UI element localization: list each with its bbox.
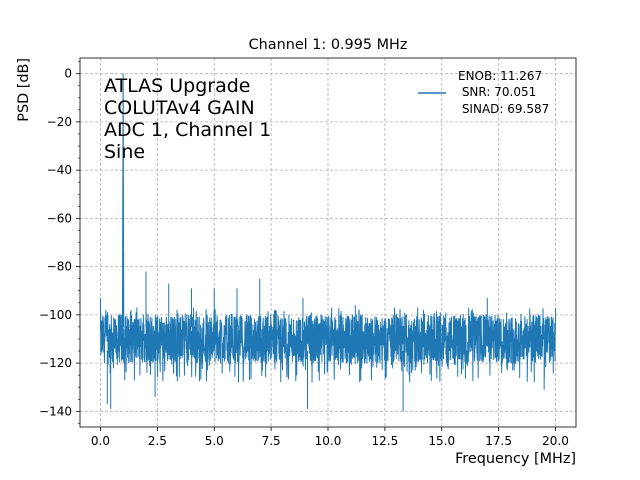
y-tick-label: −100 <box>39 308 72 322</box>
legend-entry-sinad: SINAD: 69.587 <box>458 102 549 116</box>
x-axis-label: Frequency [MHz] <box>455 451 576 467</box>
y-tick-label: −40 <box>47 163 72 177</box>
annotation-line-4: Sine <box>104 141 145 163</box>
x-axis-ticks: 0.0 2.5 5.0 7.5 10.0 12.5 15.0 17.5 20.0 <box>91 427 569 448</box>
y-axis-label: PSD [dB] <box>16 58 32 122</box>
x-tick-label: 15.0 <box>428 434 455 448</box>
annotation-line-3: ADC 1, Channel 1 <box>104 119 271 141</box>
x-tick-label: 5.0 <box>205 434 224 448</box>
x-tick-label: 7.5 <box>262 434 281 448</box>
y-tick-label: −60 <box>47 211 72 225</box>
psd-series-line <box>99 73 557 412</box>
annotation-block: ATLAS Upgrade COLUTAv4 GAIN ADC 1, Chann… <box>104 75 271 163</box>
y-axis-ticks: 0 −20 −40 −60 −80 −100 −120 −140 <box>39 61 80 424</box>
x-tick-label: 10.0 <box>315 434 342 448</box>
chart-title: Channel 1: 0.995 MHz <box>249 37 408 53</box>
legend-entry-enob: ENOB: 11.267 <box>458 69 542 83</box>
y-tick-label: −80 <box>47 260 72 274</box>
x-tick-label: 20.0 <box>542 434 569 448</box>
annotation-line-1: ATLAS Upgrade <box>104 75 250 97</box>
y-tick-label: 0 <box>64 67 72 81</box>
y-tick-label: −120 <box>39 356 72 370</box>
y-tick-label: −20 <box>47 115 72 129</box>
x-tick-label: 0.0 <box>91 434 110 448</box>
legend: ENOB: 11.267 SNR: 70.051 SINAD: 69.587 <box>418 69 549 116</box>
y-tick-label: −140 <box>39 404 72 418</box>
annotation-line-2: COLUTAv4 GAIN <box>104 97 255 119</box>
plot-area <box>99 73 557 412</box>
x-tick-label: 17.5 <box>485 434 512 448</box>
x-tick-label: 2.5 <box>148 434 167 448</box>
x-tick-label: 12.5 <box>372 434 399 448</box>
legend-entry-snr: SNR: 70.051 <box>458 85 536 99</box>
